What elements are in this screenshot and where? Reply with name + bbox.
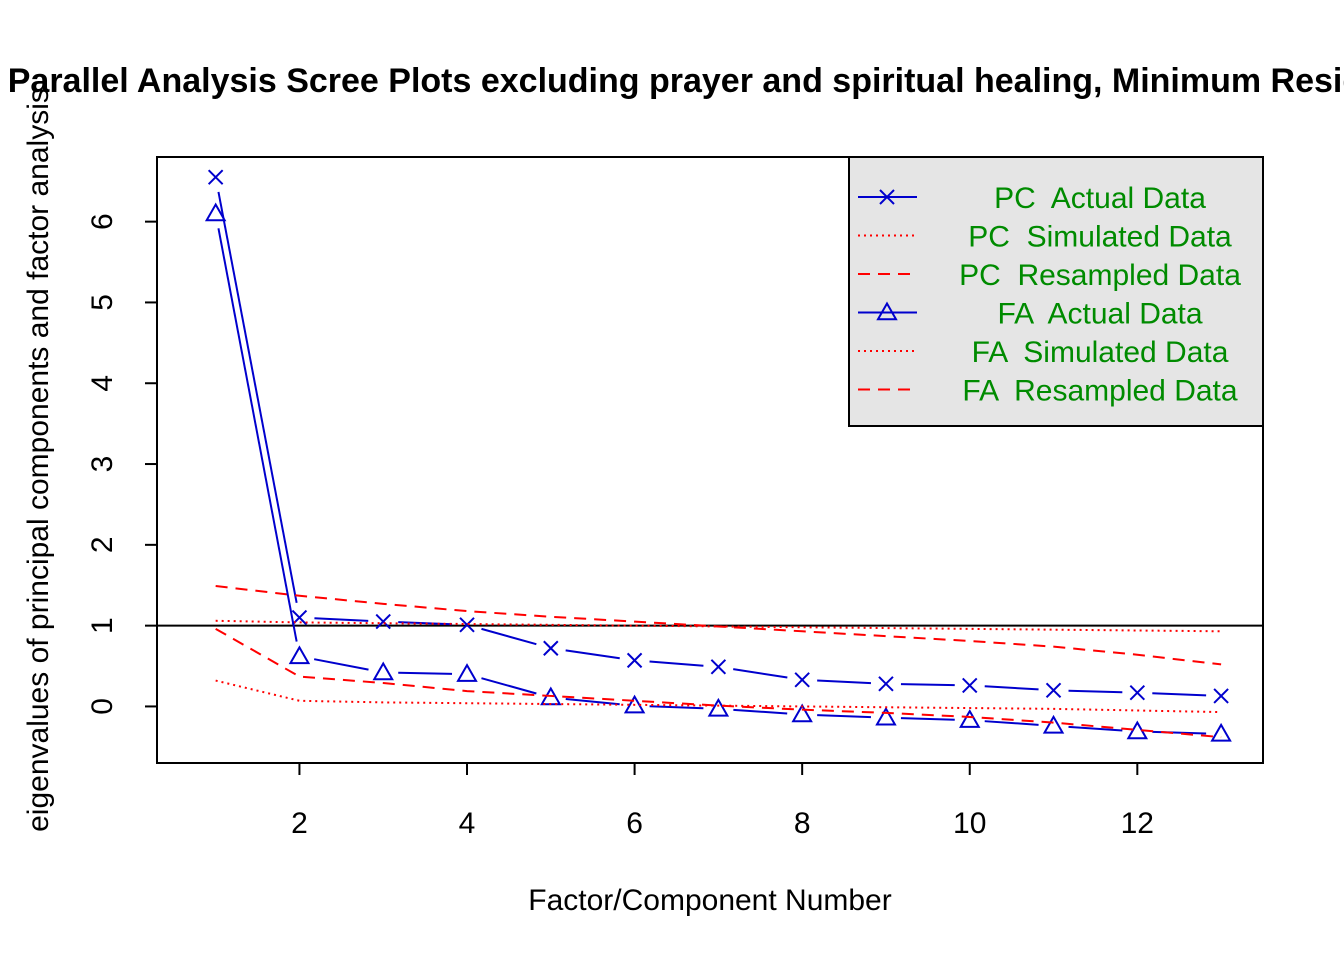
data-point-pc-actual-data-4 [459, 617, 475, 633]
legend-label: FA Resampled Data [962, 375, 1237, 408]
series-line-fa-actual-data [217, 228, 1207, 735]
y-tick-label: 1 [86, 617, 119, 634]
y-axis: 0 1 2 3 4 5 6 [86, 213, 158, 715]
y-tick-label: 2 [86, 536, 119, 553]
x-axis-label: Factor/Component Number [528, 884, 892, 917]
series-line-pc-resampled-data [215, 585, 1222, 666]
data-point-pc-actual-data-5 [543, 640, 559, 656]
data-point-pc-actual-data-9 [878, 676, 894, 692]
legend-label: FA Simulated Data [972, 336, 1229, 369]
x-tick-label: 2 [291, 807, 308, 840]
x-tick-label: 10 [953, 807, 986, 840]
legend-label: PC Simulated Data [968, 221, 1232, 254]
data-point-pc-actual-data-1 [207, 169, 224, 185]
chart-title: Parallel Analysis Scree Plots excluding … [8, 62, 1344, 100]
data-point-pc-actual-data-7 [710, 659, 727, 675]
data-point-fa-actual-data-4 [456, 663, 478, 682]
x-tick-label: 6 [626, 807, 643, 840]
data-point-fa-actual-data-3 [372, 661, 394, 681]
data-point-pc-actual-data-8 [794, 672, 810, 688]
legend-item-pc-simulated-data: PC Simulated Data [858, 221, 1232, 254]
data-point-fa-actual-data-10 [959, 709, 981, 728]
legend-label: FA Actual Data [997, 298, 1202, 331]
legend: PC Actual Data PC Simulated Data PC Resamp… [848, 156, 1264, 427]
data-point-pc-actual-data-11 [1045, 682, 1062, 698]
legend-marker-triangle [876, 301, 898, 321]
data-point-pc-actual-data-3 [375, 613, 391, 630]
data-point-fa-actual-data-13 [1210, 722, 1232, 742]
legend-item-fa-simulated-data: FA Simulated Data [858, 336, 1229, 369]
legend-box [848, 156, 1264, 427]
y-tick-label: 0 [86, 698, 119, 715]
legend-item-fa-resampled-data: FA Resampled Data [858, 375, 1238, 408]
legend-item-fa-actual-data: FA Actual Data [858, 298, 1203, 331]
data-point-fa-actual-data-11 [1042, 714, 1065, 734]
series-line-pc-actual-data [217, 191, 1207, 697]
legend-item-pc-resampled-data: PC Resampled Data [858, 259, 1241, 292]
data-point-pc-actual-data-10 [962, 677, 978, 694]
data-point-fa-actual-data-9 [875, 706, 897, 726]
y-tick-label: 5 [86, 294, 119, 311]
x-tick-label: 4 [459, 807, 476, 840]
data-point-fa-actual-data-7 [707, 697, 730, 717]
x-axis: 2 4 6 8 10 12 [291, 762, 1154, 840]
series-line-fa-resampled-data [215, 628, 1222, 739]
y-axis-label: eigenvalues of principal components and … [22, 88, 55, 832]
y-tick-label: 4 [86, 375, 119, 392]
legend-marker-x [879, 189, 895, 205]
y-tick-label: 3 [86, 456, 119, 473]
data-point-pc-actual-data-12 [1129, 684, 1146, 701]
legend-label: PC Resampled Data [959, 259, 1241, 292]
x-tick-label: 12 [1121, 807, 1154, 840]
data-point-pc-actual-data-13 [1213, 688, 1229, 704]
y-tick-label: 6 [86, 213, 119, 230]
legend-item-pc-actual-data: PC Actual Data [858, 182, 1206, 215]
data-point-fa-actual-data-2 [288, 645, 311, 665]
data-point-fa-actual-data-8 [791, 703, 813, 723]
legend-label: PC Actual Data [994, 182, 1206, 215]
series-group [204, 169, 1232, 742]
data-point-fa-actual-data-6 [623, 694, 646, 714]
x-tick-label: 8 [794, 807, 811, 840]
series-line-fa-simulated-data [215, 679, 1222, 714]
data-point-fa-actual-data-1 [204, 202, 227, 222]
data-point-pc-actual-data-6 [626, 652, 643, 669]
